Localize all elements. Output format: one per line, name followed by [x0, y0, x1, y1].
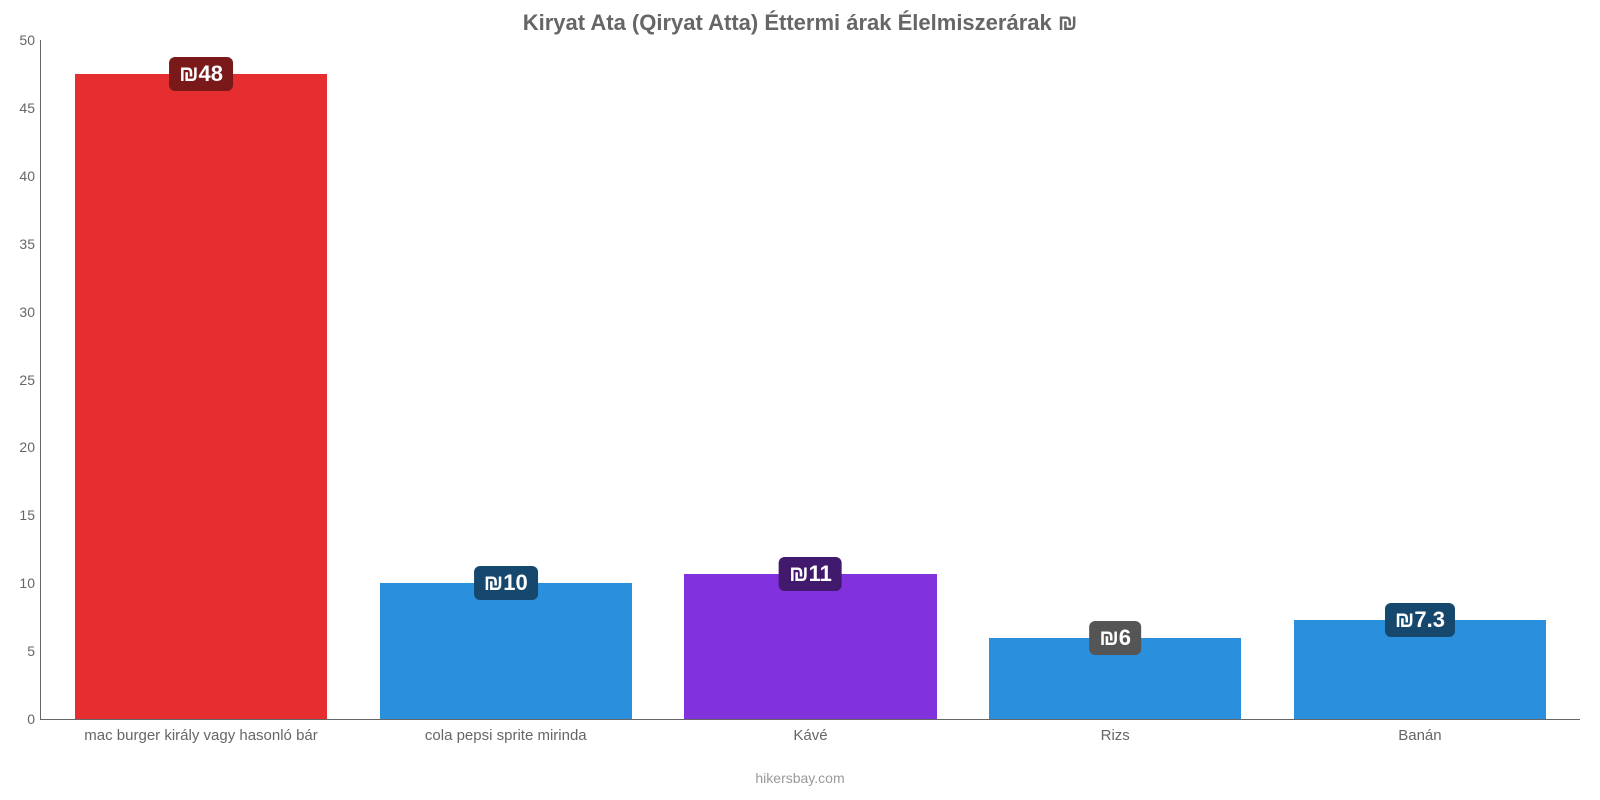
x-category-label: mac burger király vagy hasonló bár	[84, 719, 317, 744]
bar-value-badge: ₪6	[1089, 621, 1141, 655]
bar-fill	[684, 574, 936, 719]
bar-fill	[75, 74, 327, 719]
bar-value-badge: ₪10	[474, 566, 538, 600]
y-tick-label: 35	[19, 236, 41, 252]
y-tick-label: 40	[19, 168, 41, 184]
y-tick-label: 25	[19, 372, 41, 388]
x-category-label: Banán	[1398, 719, 1441, 744]
y-tick-label: 15	[19, 507, 41, 523]
attribution-text: hikersbay.com	[0, 770, 1600, 786]
y-tick-label: 10	[19, 575, 41, 591]
price-chart: Kiryat Ata (Qiryat Atta) Éttermi árak Él…	[0, 0, 1600, 800]
bar-value-badge: ₪11	[779, 557, 842, 591]
x-category-label: Rizs	[1101, 719, 1130, 744]
x-category-label: cola pepsi sprite mirinda	[425, 719, 587, 744]
chart-title: Kiryat Ata (Qiryat Atta) Éttermi árak Él…	[0, 10, 1600, 36]
bar: ₪10cola pepsi sprite mirinda	[380, 40, 632, 719]
plot-area: 05101520253035404550₪48mac burger király…	[40, 40, 1580, 720]
y-tick-label: 20	[19, 439, 41, 455]
y-tick-label: 30	[19, 304, 41, 320]
y-tick-label: 5	[27, 643, 41, 659]
bar: ₪7.3Banán	[1294, 40, 1546, 719]
bar: ₪11Kávé	[684, 40, 936, 719]
bar-value-badge: ₪48	[169, 57, 233, 91]
y-tick-label: 50	[19, 32, 41, 48]
y-tick-label: 45	[19, 100, 41, 116]
bar-value-badge: ₪7.3	[1385, 603, 1455, 637]
x-category-label: Kávé	[793, 719, 827, 744]
bar: ₪48mac burger király vagy hasonló bár	[75, 40, 327, 719]
bar: ₪6Rizs	[989, 40, 1241, 719]
y-tick-label: 0	[27, 711, 41, 727]
bar-fill	[380, 583, 632, 719]
